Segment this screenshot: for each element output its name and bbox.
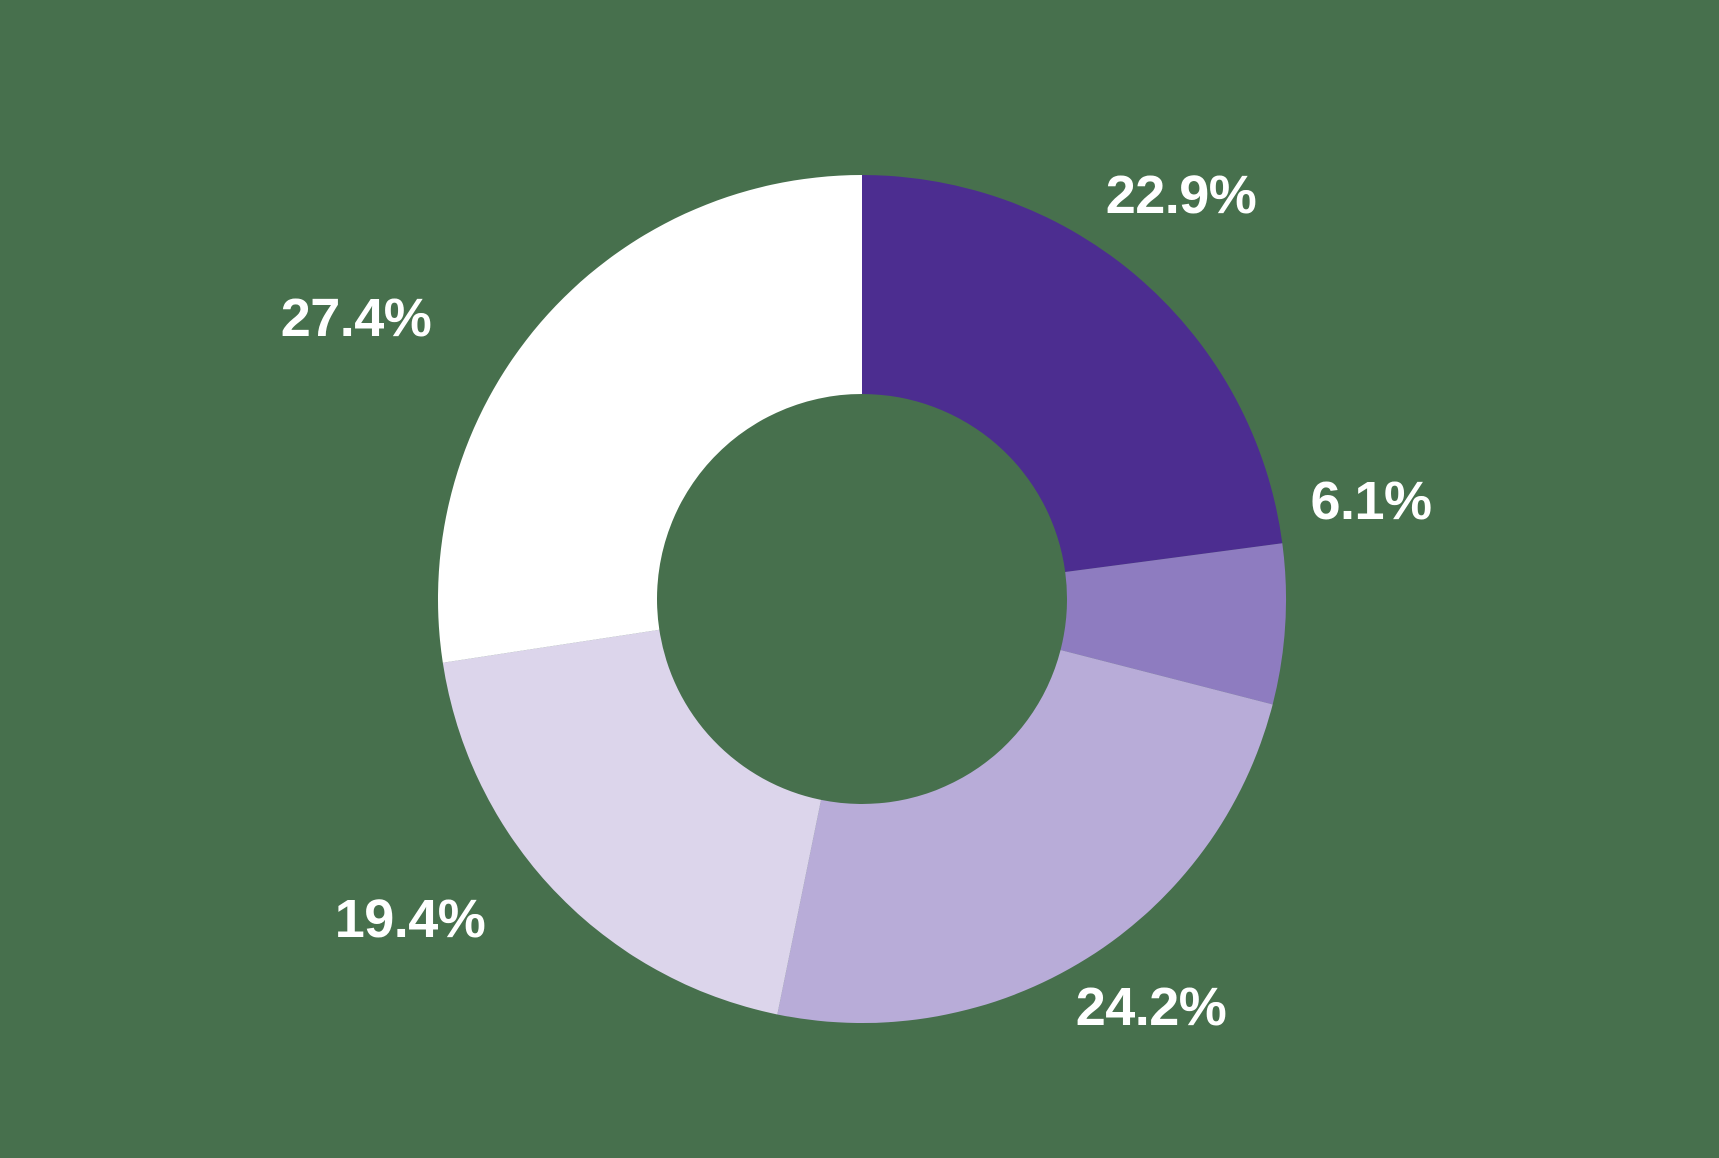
slice-label-2: 6.1% (1310, 471, 1432, 531)
donut-slice-3[interactable] (777, 649, 1273, 1024)
slice-label-3: 24.2% (1075, 977, 1227, 1037)
slice-label-1: 22.9% (1105, 165, 1257, 225)
donut-slice-4[interactable] (442, 629, 822, 1015)
slice-label-5: 27.4% (280, 288, 432, 348)
donut-slice-1[interactable] (862, 175, 1283, 573)
slice-label-4: 19.4% (334, 889, 486, 949)
donut-slice-5[interactable] (437, 175, 862, 663)
donut-slice-2[interactable] (1060, 543, 1286, 705)
